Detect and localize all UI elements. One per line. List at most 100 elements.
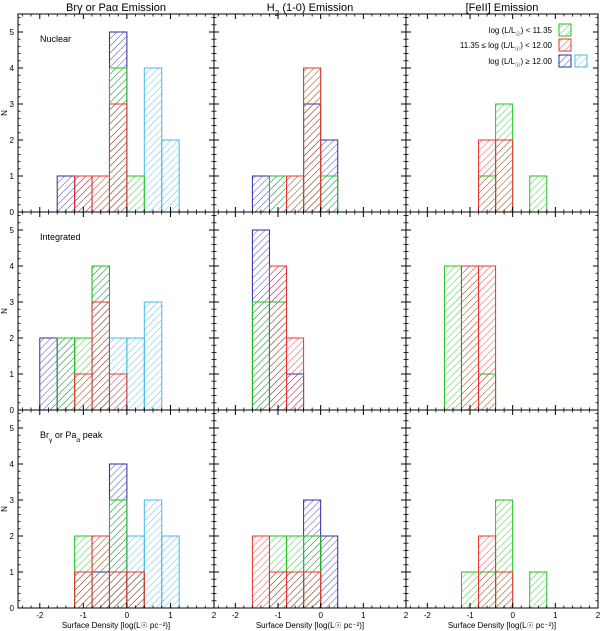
bar-high — [39, 337, 58, 411]
y-axis-label: N — [0, 308, 9, 314]
x-tick-label: -1 — [80, 611, 88, 620]
bar-mid — [108, 373, 128, 411]
y-tick-label: 2 — [10, 136, 15, 145]
y-tick-label: 5 — [10, 226, 15, 235]
y-tick-label: 5 — [10, 28, 15, 37]
bar-low — [443, 265, 462, 411]
bar-agn — [161, 535, 180, 609]
bar-mid — [74, 373, 93, 411]
bar-agn — [161, 139, 180, 213]
panels: 0 1 2 3 4 5 N Nuclear 0 1 2 3 4 5 N Integrated 0 1 2 3 4 5 N -2… — [0, 13, 600, 630]
x-tick-label: -1 — [274, 611, 282, 620]
bar-agn — [143, 499, 163, 609]
panel-r2-c3 — [405, 211, 599, 411]
panel-r3-c2: -2 -1 0 1 2 Surface Density [log(L☉ pc⁻²)] — [213, 409, 409, 630]
legend-swatch-agn — [574, 54, 588, 68]
column-title-2: H2 (1-0) Emission — [267, 2, 354, 18]
legend-swatch-mid — [558, 38, 572, 52]
row-label-1: Nuclear — [40, 34, 71, 44]
x-tick-label: 1 — [553, 611, 558, 620]
y-tick-label: 3 — [10, 100, 15, 109]
y-tick-label: 2 — [10, 334, 15, 343]
x-axis-label: Surface Density [log(L☉ pc⁻²)] — [62, 621, 170, 630]
y-tick-label: 5 — [10, 424, 15, 433]
row-label-2: Integrated — [40, 232, 81, 242]
bar-mid — [126, 571, 145, 609]
row-label-3: Brγ or Paα peak — [40, 430, 103, 444]
panel-frame — [405, 211, 599, 411]
y-tick-label: 0 — [10, 406, 15, 415]
bar-high — [56, 175, 76, 213]
panel-r1-c3 — [405, 13, 599, 213]
y-tick-label: 3 — [10, 496, 15, 505]
bar-agn — [126, 337, 145, 411]
y-tick-label: 4 — [10, 262, 15, 271]
bar-low — [529, 571, 548, 609]
bar-mid — [268, 571, 288, 609]
column-titles: Brγ or Paα Emission H2 (1-0) Emission [FeI… — [66, 2, 538, 18]
x-axis-label: Surface Density [log(L☉ pc⁻²)] — [256, 621, 364, 630]
y-tick-label: 1 — [10, 568, 15, 577]
bar-low — [460, 571, 480, 609]
bar-mid — [303, 571, 322, 609]
x-tick-label: 0 — [125, 611, 130, 620]
y-tick-label: 0 — [10, 604, 15, 613]
bar-low — [320, 175, 339, 213]
x-tick-label: 2 — [596, 611, 600, 620]
bar-low — [126, 175, 145, 213]
bar-high — [251, 175, 270, 213]
legend-label-low: log (L/L☉) < 11.35 — [489, 26, 553, 38]
x-tick-label: 0 — [510, 611, 515, 620]
x-tick-label: 2 — [212, 611, 217, 620]
bar-high — [320, 535, 339, 609]
bar-mid — [478, 265, 497, 411]
column-title-1: Brγ or Paα Emission — [66, 2, 166, 14]
bar-mid — [286, 175, 305, 213]
legend-label-mid: 11.35 ≤ log (L/L☉) < 12.00 — [460, 41, 553, 53]
bar-mid — [91, 301, 110, 411]
x-tick-label: 0 — [318, 611, 323, 620]
panel-r1-c2 — [213, 13, 407, 213]
y-axis-label: N — [0, 506, 9, 512]
bar-mid — [251, 535, 270, 609]
bar-mid — [460, 265, 480, 411]
bar-low — [56, 337, 76, 411]
bar-agn — [143, 67, 163, 213]
x-tick-label: 1 — [168, 611, 173, 620]
x-tick-label: -2 — [36, 611, 44, 620]
bar-mid — [495, 571, 514, 609]
x-tick-label: -2 — [424, 611, 432, 620]
panel-r2-c2 — [213, 211, 407, 411]
x-tick-label: 1 — [361, 611, 366, 620]
bar-mid — [268, 265, 288, 411]
panel-r1-c1: 0 1 2 3 4 5 N Nuclear — [0, 13, 215, 217]
bar-mid — [286, 571, 305, 609]
x-axis-label: Surface Density [log(L☉ pc⁻²)] — [448, 621, 556, 630]
column-title-3: [FeII] Emission — [466, 2, 539, 14]
legend-swatch-high — [558, 54, 572, 68]
bar-low — [529, 175, 548, 213]
bar-low — [268, 175, 288, 213]
bar-mid — [478, 535, 497, 609]
y-tick-label: 1 — [10, 172, 15, 181]
bar-mid — [303, 67, 322, 213]
y-tick-label: 2 — [10, 532, 15, 541]
y-tick-label: 4 — [10, 460, 15, 469]
bar-agn — [143, 301, 163, 411]
y-tick-label: 3 — [10, 298, 15, 307]
x-tick-label: 2 — [404, 611, 409, 620]
bar-mid — [286, 337, 305, 411]
bar-mid — [91, 535, 110, 609]
y-axis-label: N — [0, 110, 9, 116]
bar-mid — [74, 175, 93, 213]
bar-mid — [74, 571, 93, 609]
panel-frame — [213, 211, 407, 411]
panel-frame — [405, 409, 599, 609]
y-tick-label: 4 — [10, 64, 15, 73]
bar-mid — [108, 103, 128, 213]
bar-mid — [495, 139, 514, 213]
bar-mid — [91, 175, 110, 213]
y-tick-label: 0 — [10, 208, 15, 217]
y-tick-label: 1 — [10, 370, 15, 379]
